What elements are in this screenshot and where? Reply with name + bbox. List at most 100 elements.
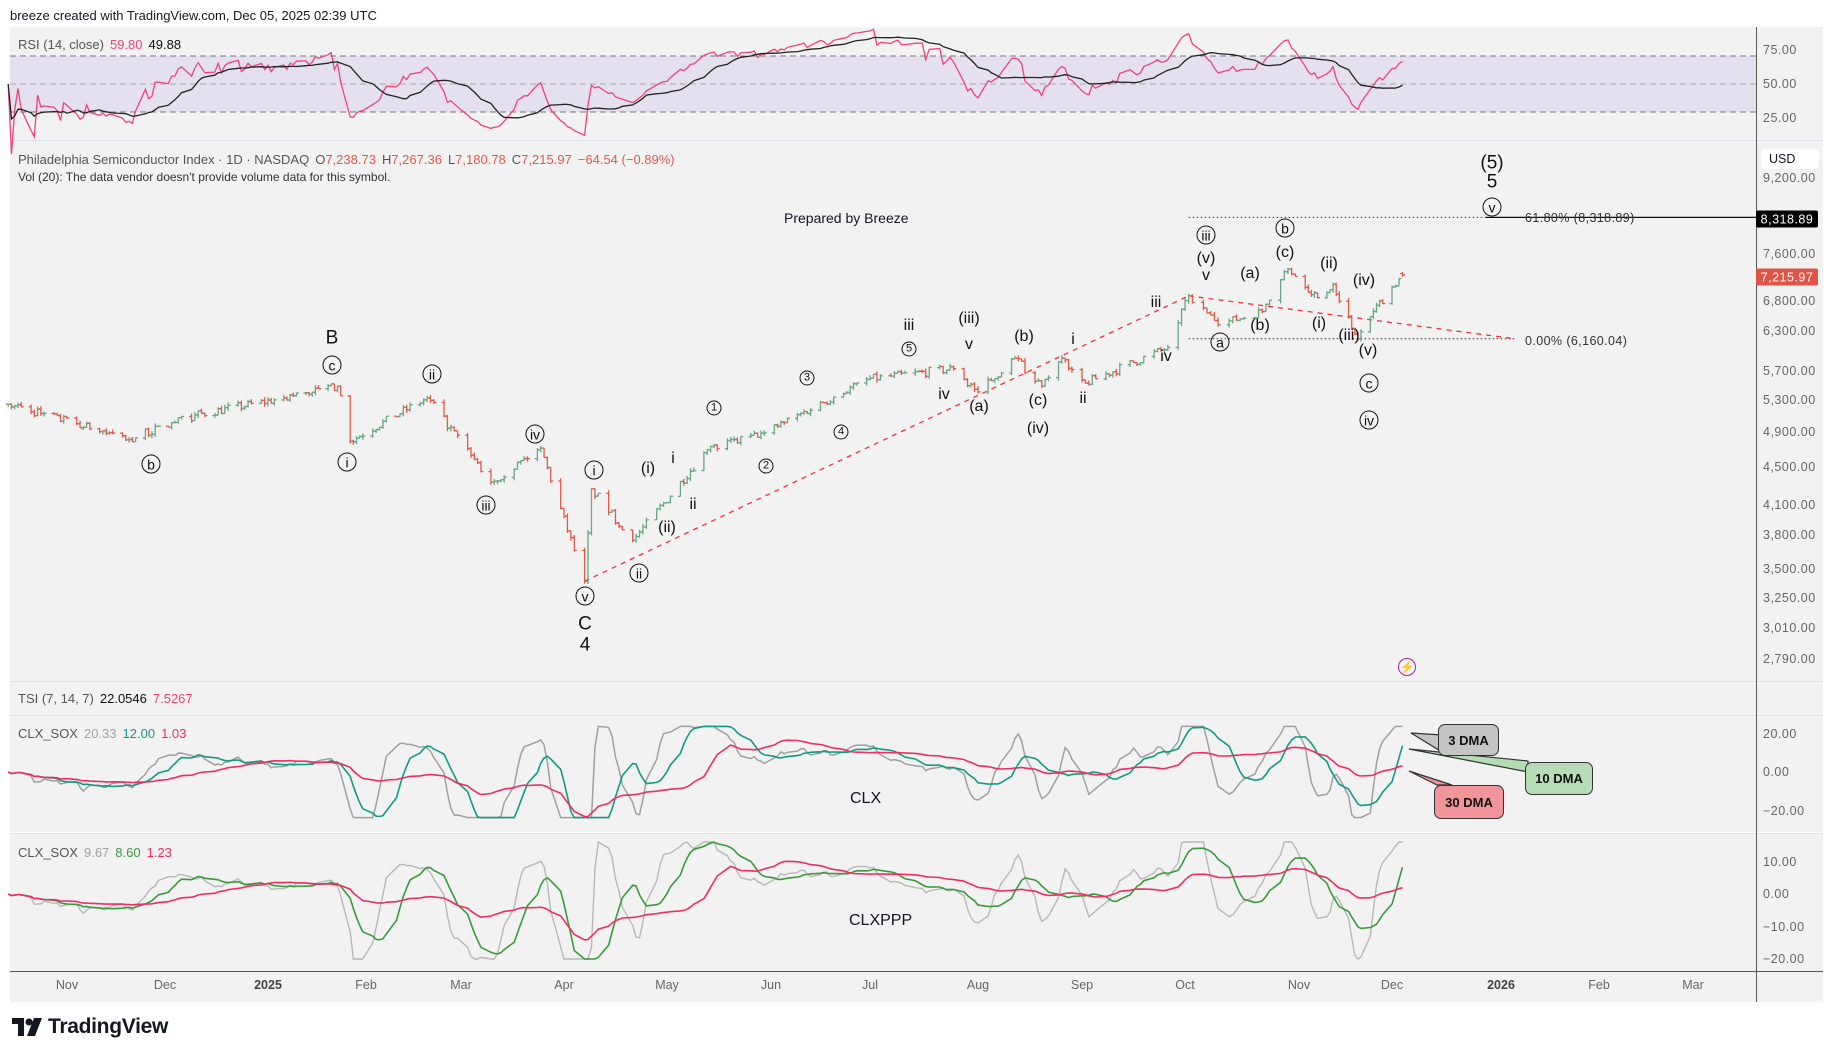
price-bar xyxy=(701,451,707,472)
clxppp-pane[interactable] xyxy=(10,834,1823,971)
clx-axis-tick: 0.00 xyxy=(1763,765,1790,779)
price-bar xyxy=(360,433,366,440)
price-bar xyxy=(1189,294,1195,304)
price-bar xyxy=(383,415,389,423)
price-bar xyxy=(455,430,461,439)
price-bar xyxy=(1056,361,1062,381)
price-axis-tick: 3,800.00 xyxy=(1763,528,1816,542)
price-bar xyxy=(407,402,413,412)
attribution-text: breeze created with TradingView.com, Dec… xyxy=(10,8,377,23)
price-bar xyxy=(1263,303,1269,313)
price-bar xyxy=(41,411,47,417)
price-pane[interactable] xyxy=(10,141,1823,681)
fib-618-label[interactable]: 61.80% (8,318.89) xyxy=(1525,211,1635,225)
price-bar xyxy=(1308,289,1314,297)
price-bar xyxy=(1093,374,1099,380)
volume-note: Vol (20): The data vendor doesn't provid… xyxy=(18,170,391,184)
price-bar xyxy=(511,468,517,481)
rsi-legend[interactable]: RSI (14, close) 59.80 49.88 xyxy=(18,37,187,52)
prepared-by-annotation[interactable]: Prepared by Breeze xyxy=(784,210,909,226)
price-bar xyxy=(564,513,570,533)
wave-label-circled: iv xyxy=(1359,410,1379,430)
clxppp-3dma-value: 9.67 xyxy=(83,845,110,860)
price-bar xyxy=(1292,273,1298,278)
price-bar xyxy=(864,377,870,386)
clxppp-10dma-line xyxy=(7,841,1404,960)
price-bar xyxy=(262,397,268,407)
fib-0-label[interactable]: 0.00% (6,160.04) xyxy=(1525,334,1628,348)
tradingview-logo[interactable]: TradingView xyxy=(12,1015,168,1039)
close-label: C xyxy=(511,152,522,167)
price-bar xyxy=(877,373,883,381)
price-bar xyxy=(1215,317,1221,327)
symbol-legend[interactable]: Philadelphia Semiconductor Index · 1D · … xyxy=(18,152,681,167)
price-bar xyxy=(616,521,622,528)
tsi-pane[interactable] xyxy=(10,682,1823,715)
wave-label: (c) xyxy=(1275,244,1295,261)
price-bar xyxy=(325,383,331,391)
lightning-icon[interactable]: ⚡ xyxy=(1398,658,1416,676)
price-bar xyxy=(1045,375,1051,382)
price-bar xyxy=(606,490,612,516)
rsi-line xyxy=(7,28,1403,155)
price-bar xyxy=(524,456,530,462)
clx-30dma-value: 1.03 xyxy=(161,726,187,741)
wave-label: i xyxy=(671,450,675,467)
tsi-label: TSI (7, 14, 7) xyxy=(18,691,94,706)
price-bar xyxy=(633,533,639,543)
price-bar xyxy=(1241,317,1247,321)
clx-pane[interactable] xyxy=(10,716,1823,832)
price-bar xyxy=(1103,371,1109,381)
wave-label: (iii) xyxy=(958,310,980,327)
wave-label: (a) xyxy=(1240,265,1260,282)
wave-label: (iv) xyxy=(1026,420,1050,437)
time-axis[interactable] xyxy=(10,972,1823,1002)
clxppp-axis-tick: 10.00 xyxy=(1763,855,1797,869)
price-axis-tick: 6,800.00 xyxy=(1763,294,1816,308)
price-bar xyxy=(1113,368,1119,377)
clx-legend[interactable]: CLX_SOX 20.33 12.00 1.03 xyxy=(18,726,192,741)
price-bar xyxy=(468,447,474,459)
price-bar xyxy=(951,365,957,371)
price-bar xyxy=(155,425,161,427)
clx-30dma-line xyxy=(7,739,1403,818)
wave-label: (5) xyxy=(1480,152,1504,174)
price-bar xyxy=(179,415,185,420)
price-bar xyxy=(18,402,24,408)
price-axis-tick: 4,500.00 xyxy=(1763,460,1816,474)
price-bar xyxy=(738,435,744,446)
pane-divider[interactable] xyxy=(10,681,1823,682)
price-bar xyxy=(801,409,807,416)
price-bar xyxy=(785,417,790,424)
price-bar xyxy=(891,371,897,379)
price-bar xyxy=(424,395,430,402)
tradingview-logo-icon xyxy=(12,1018,42,1036)
pane-divider[interactable] xyxy=(10,833,1823,834)
pane-divider[interactable] xyxy=(10,715,1823,716)
price-bar xyxy=(998,372,1004,378)
price-bar xyxy=(448,424,454,432)
tsi-legend[interactable]: TSI (7, 14, 7) 22.0546 7.5267 xyxy=(18,691,199,706)
time-axis-label: May xyxy=(655,978,679,992)
currency-button[interactable]: USD xyxy=(1761,149,1819,169)
price-bar xyxy=(103,428,109,436)
wave-label: ii xyxy=(689,496,697,513)
price-bar xyxy=(15,402,21,408)
price-bar xyxy=(808,408,814,417)
price-bar xyxy=(758,430,764,440)
pane-divider[interactable] xyxy=(10,140,1823,141)
price-bar xyxy=(97,427,103,434)
price-bar xyxy=(1389,285,1395,305)
clxppp-axis-tick: −20.00 xyxy=(1763,952,1805,966)
price-bar xyxy=(1211,312,1217,322)
price-bar xyxy=(316,384,322,390)
price-bar xyxy=(1141,355,1147,364)
clxppp-legend[interactable]: CLX_SOX 9.67 8.60 1.23 xyxy=(18,845,178,860)
rsi-value: 59.80 xyxy=(109,37,143,52)
rsi-label: RSI (14, close) xyxy=(18,37,104,52)
price-bar xyxy=(189,413,195,423)
wave-label-circled: iii xyxy=(1196,225,1216,245)
fib-price-tag: 8,318.89 xyxy=(1756,210,1818,228)
price-axis-tick: 4,900.00 xyxy=(1763,425,1816,439)
